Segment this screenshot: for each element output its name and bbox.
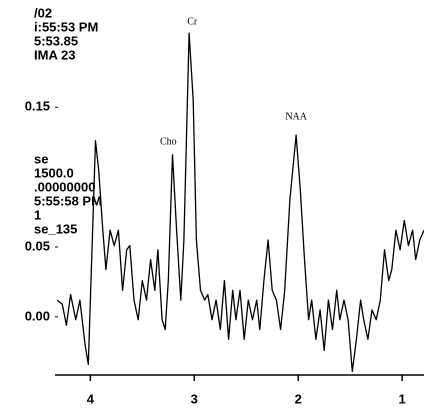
x-tick-label: 1 <box>399 391 406 406</box>
x-tick-label: 3 <box>191 391 198 406</box>
y-tick-label: 0.15 <box>25 99 50 114</box>
header-line: 5:55:58 PM <box>34 193 102 208</box>
y-tick-label: 0.05 <box>25 238 50 253</box>
header-line: IMA 23 <box>34 47 75 62</box>
x-tick-label: 2 <box>295 391 302 406</box>
header-line: se_135 <box>34 221 77 236</box>
header-line: .00000000 <box>34 179 95 194</box>
header-line: 1 <box>34 207 41 222</box>
peak-label: Cr <box>187 16 198 27</box>
y-tick-label: 0.00 <box>25 308 50 323</box>
header-line: 1500.0 <box>34 165 74 180</box>
header-line: i:55:53 PM <box>34 19 98 34</box>
header-line: 5:53.85 <box>34 33 78 48</box>
peak-label: Cho <box>160 136 177 147</box>
peak-label: NAA <box>285 111 307 122</box>
x-tick-label: 4 <box>87 391 95 406</box>
header-line: /02 <box>34 5 52 20</box>
header-line: se <box>34 151 48 166</box>
spectrum-line <box>56 32 424 373</box>
